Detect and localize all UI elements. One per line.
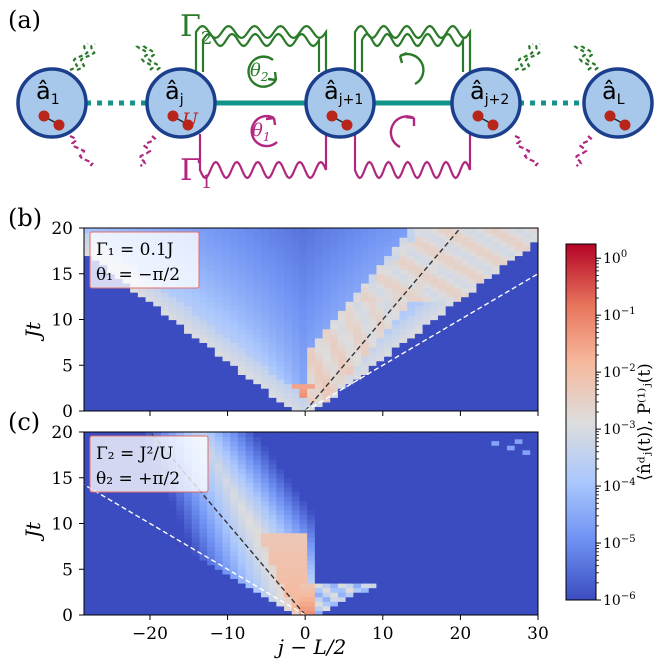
site-5: âL: [582, 67, 654, 139]
site-operator: âj+2: [470, 77, 509, 108]
panel-a: (a) â1 âj âj+1 âj+2 âL U Γ2 Γ1 θ2 θ1: [8, 6, 654, 193]
colorbar-label: ⟨n̂ᵈⱼ(t)⟩, P⁽¹⁾ⱼ(t): [635, 363, 655, 481]
y-tick-label: 15: [51, 469, 73, 489]
x-tick-label: 10: [372, 624, 394, 644]
colorbar-ticks: 100 10−1 10−2 10−3 10−4 10−5 10−6: [596, 249, 636, 609]
site-3: âj+1: [304, 67, 376, 139]
theta2-arrow-right: [399, 52, 425, 86]
light-cone-lines-c: [84, 432, 306, 615]
gamma2-link-0: [194, 24, 328, 72]
phase-arrows: [247, 51, 425, 149]
legend-b-line2: θ₁ = −π/2: [96, 265, 180, 285]
y-tick-label: 0: [62, 606, 73, 626]
y-tick-label: 20: [51, 219, 73, 239]
particle-pair-icon: [604, 110, 631, 131]
legend-box-b: Γ₁ = 0.1J θ₁ = −π/2: [89, 231, 200, 289]
panel-a-label: (a): [8, 6, 41, 34]
lattice-sites: â1 âj âj+1 âj+2 âL: [16, 67, 654, 139]
colorbar-tick-label: 100: [603, 249, 627, 267]
gamma1-bath-lines: [69, 134, 593, 180]
gamma2-link-1: [353, 24, 472, 72]
site-operator: âj+1: [324, 77, 363, 108]
gamma2-label: Γ2: [180, 9, 212, 49]
ylabel-b: Jt: [21, 321, 45, 342]
panel-b: (b) 0 5 10 15 20 Γ₁ = 0.1J θ₁ = −π/2 Jt: [8, 204, 539, 422]
y-tick-label: 10: [51, 311, 73, 331]
x-tick-label: −20: [132, 624, 168, 644]
y-tick-label: 20: [51, 423, 73, 443]
colorbar: 100 10−1 10−2 10−3 10−4 10−5 10−6 ⟨n̂ᵈⱼ(t)⟩, P…: [565, 243, 655, 609]
ticks-b: 0 5 10 15 20: [51, 219, 539, 422]
legend-b-line1: Γ₁ = 0.1J: [96, 240, 174, 260]
x-tick-label: 20: [450, 624, 472, 644]
colorbar-gradient: [565, 243, 597, 601]
site-2: âj: [145, 67, 217, 139]
colorbar-tick-label: 10−4: [603, 477, 636, 495]
light-cone-lines-b: [304, 228, 538, 411]
particle-pair-icon: [38, 110, 65, 131]
legend-c-line2: θ₂ = +π/2: [96, 469, 180, 489]
theta1-arrow-right: [389, 115, 415, 149]
theta1-arrow-left: [250, 114, 278, 148]
gamma2-bath-lines: [69, 24, 599, 72]
colorbar-tick-label: 10−3: [603, 420, 636, 438]
colorbar-tick-label: 10−5: [603, 534, 636, 552]
theta2-label: θ2: [250, 60, 268, 84]
legend-c-line1: Γ₂ = J²/U: [96, 444, 173, 464]
gamma1-label: Γ1: [180, 153, 212, 193]
gamma1-link-0: [198, 134, 328, 180]
site-operator: â1: [36, 77, 60, 108]
xlabel-c: j − L/2: [274, 635, 346, 659]
site-operator: âj: [165, 77, 184, 108]
y-tick-label: 5: [62, 560, 73, 580]
x-tick-label: 30: [527, 624, 549, 644]
legend-box-c: Γ₂ = J²/U θ₂ = +π/2: [89, 435, 209, 493]
y-tick-label: 0: [62, 402, 73, 422]
y-tick-label: 10: [51, 515, 73, 535]
y-tick-label: 15: [51, 265, 73, 285]
site-operator: âL: [602, 77, 625, 108]
panel-c-label: (c): [8, 408, 40, 436]
y-tick-label: 5: [62, 356, 73, 376]
theta2-arrow-left: [247, 55, 277, 88]
panel-b-label: (b): [8, 204, 42, 232]
site-4: âj+2: [450, 67, 522, 139]
x-tick-label: −10: [210, 624, 246, 644]
panel-c: (c) 0 5 10 15 20 −20 −10 0 10 20 30 Γ₂ = J²/U θ₂ =…: [8, 408, 549, 659]
particle-pair-icon: [326, 110, 353, 131]
site-1: â1: [16, 67, 88, 139]
colorbar-tick-label: 10−2: [603, 363, 636, 381]
gamma1-link-1: [353, 134, 472, 180]
theta1-label: θ1: [252, 120, 270, 144]
ticks-c: 0 5 10 15 20 −20 −10 0 10 20 30: [51, 423, 548, 644]
heatmap-b: [84, 228, 538, 411]
colorbar-tick-label: 10−6: [603, 591, 636, 609]
particle-pair-icon: [167, 110, 194, 131]
particle-pair-icon: [472, 110, 499, 131]
u-label: U: [182, 109, 199, 131]
x-tick-label: 0: [300, 624, 311, 644]
colorbar-tick-label: 10−1: [603, 306, 636, 324]
ylabel-c: Jt: [21, 521, 45, 542]
